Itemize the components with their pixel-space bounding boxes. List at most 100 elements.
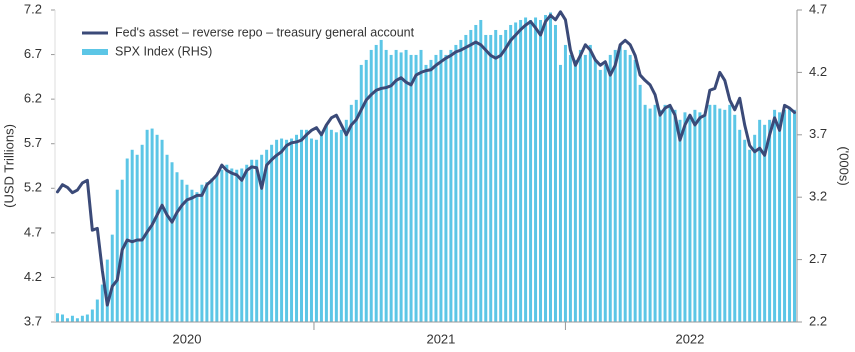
bar — [608, 54, 612, 322]
y2-tick-label: 2.2 — [809, 313, 827, 328]
bar — [309, 138, 313, 322]
bar — [459, 39, 463, 323]
bar — [404, 49, 408, 322]
bar — [374, 44, 378, 322]
bar — [55, 313, 59, 322]
bar — [598, 69, 602, 323]
y-tick-label: 7.2 — [24, 1, 42, 16]
bar — [613, 49, 617, 322]
bar — [553, 24, 557, 322]
bar — [240, 168, 244, 322]
x-tick-label: 2020 — [173, 331, 202, 346]
bar — [245, 164, 249, 322]
bar — [170, 162, 174, 322]
bar — [70, 315, 74, 322]
bar — [464, 34, 468, 323]
bar — [658, 109, 662, 322]
x-tick-label: 2022 — [675, 331, 704, 346]
bar — [603, 64, 607, 323]
legend-swatch — [82, 49, 108, 55]
y-tick-label: 5.7 — [24, 135, 42, 150]
line — [55, 10, 797, 307]
bar — [130, 149, 134, 322]
bar — [419, 49, 423, 322]
bar — [718, 108, 722, 322]
bar — [454, 44, 458, 322]
bar — [723, 109, 727, 322]
bar — [743, 139, 747, 322]
bar — [479, 19, 483, 322]
bar — [484, 34, 488, 323]
bar — [573, 59, 577, 323]
bar — [653, 104, 657, 323]
bar — [593, 59, 597, 323]
y-tick-label: 3.7 — [24, 313, 42, 328]
bar — [225, 164, 229, 322]
y2-tick-label: 4.2 — [809, 64, 827, 79]
y2-tick-label: 2.7 — [809, 251, 827, 266]
bar — [444, 54, 448, 322]
bar — [578, 49, 582, 322]
bar — [793, 109, 797, 322]
bar — [529, 19, 533, 322]
legend-label: SPX Index (RHS) — [115, 44, 212, 58]
bar — [379, 39, 383, 323]
bar — [748, 149, 752, 322]
bar — [75, 318, 79, 322]
bar — [260, 154, 264, 322]
bar — [115, 189, 119, 322]
bar — [195, 192, 199, 322]
bar — [334, 132, 338, 322]
bar — [429, 59, 433, 323]
bar — [663, 104, 667, 323]
y2-tick-label: 4.7 — [809, 1, 827, 16]
bar — [524, 17, 528, 322]
bar — [539, 19, 543, 322]
bar — [175, 172, 179, 322]
bar — [255, 159, 259, 322]
bar — [618, 44, 622, 322]
bar — [519, 19, 523, 322]
bar — [713, 104, 717, 323]
bar — [220, 169, 224, 322]
bar — [738, 129, 742, 322]
bar — [319, 134, 323, 322]
bar — [648, 108, 652, 322]
bar — [514, 22, 518, 322]
bar — [344, 119, 348, 322]
y2-axis-title: ('000s) — [837, 146, 852, 185]
bar — [643, 104, 647, 323]
bar — [155, 134, 159, 322]
bar — [474, 24, 478, 322]
bar — [469, 29, 473, 323]
bar — [758, 119, 762, 322]
bar — [369, 49, 373, 322]
bar — [698, 112, 702, 322]
bar — [783, 109, 787, 322]
bar — [534, 17, 538, 322]
bar — [80, 315, 84, 322]
y-axis-title: (USD Trillions) — [1, 124, 16, 208]
bar — [349, 104, 353, 323]
bar — [768, 119, 772, 322]
bar — [728, 104, 732, 323]
bar — [165, 154, 169, 322]
bar — [549, 12, 552, 322]
bar — [100, 284, 104, 322]
bar — [583, 54, 587, 322]
bar — [329, 129, 333, 322]
bar — [270, 144, 274, 322]
bar — [290, 138, 294, 322]
bar — [678, 119, 682, 322]
bar — [763, 124, 767, 322]
bar — [688, 114, 692, 322]
bar — [265, 149, 269, 322]
bar — [235, 169, 239, 322]
bar — [339, 129, 343, 322]
bar — [778, 112, 782, 322]
bar — [389, 54, 393, 322]
bar — [489, 34, 493, 323]
bar — [135, 154, 139, 322]
bar — [90, 309, 94, 322]
